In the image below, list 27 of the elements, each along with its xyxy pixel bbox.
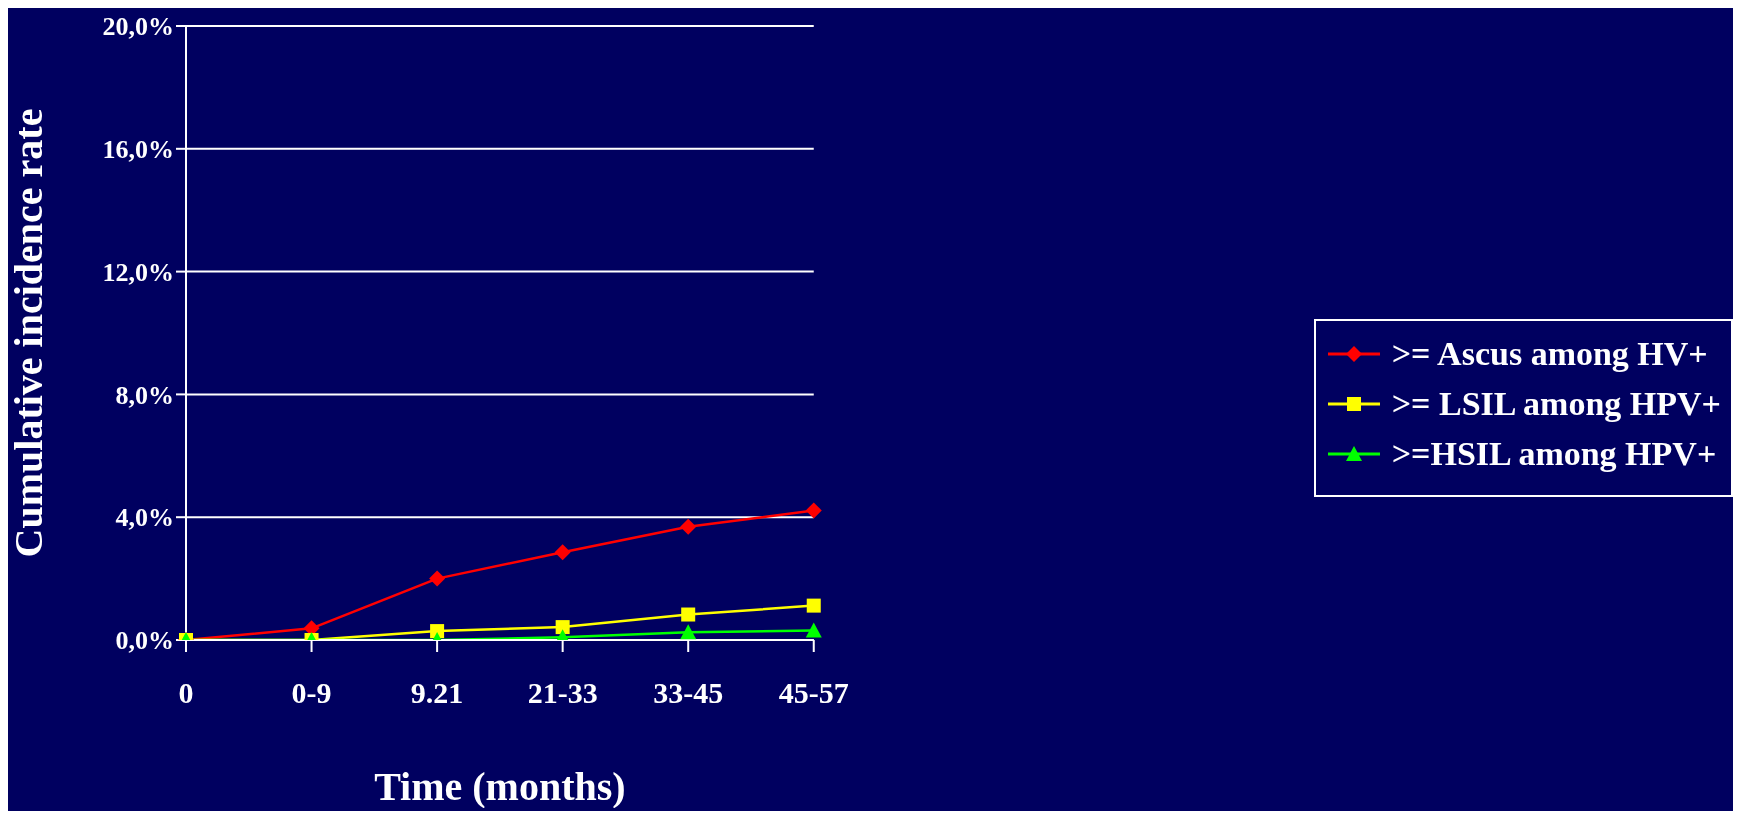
x-tick-label: 33-45 [653,676,724,710]
point [429,570,446,587]
y-tick-label: 8,0% [115,380,174,410]
x-tick-label: 45-57 [778,676,849,710]
x-tick-label: 0-9 [291,676,332,710]
y-tick-label: 16,0% [102,135,174,165]
y-axis-title: Cumulative incidence rate [6,108,52,558]
x-axis-title: Time (months) [374,764,626,809]
legend-label: >=HSIL among HPV+ [1391,435,1717,473]
legend-label: >= LSIL among HPV+ [1391,385,1721,423]
point [680,624,697,640]
y-tick-label: 20,0% [102,12,174,42]
point [555,620,570,635]
y-tick-label: 12,0% [102,257,174,287]
point [681,607,696,622]
y-tick-label: 0,0% [115,626,174,656]
point [430,624,445,639]
point [805,622,822,638]
x-tick-label: 0 [178,676,194,710]
point [806,598,821,613]
legend-label: >= Ascus among HV+ [1391,335,1708,373]
point [805,502,822,519]
x-tick-label: 21-33 [527,676,598,710]
x-tick-label: 9.21 [410,676,464,710]
point [680,518,697,535]
y-tick-label: 4,0% [115,503,174,533]
point [554,544,571,561]
